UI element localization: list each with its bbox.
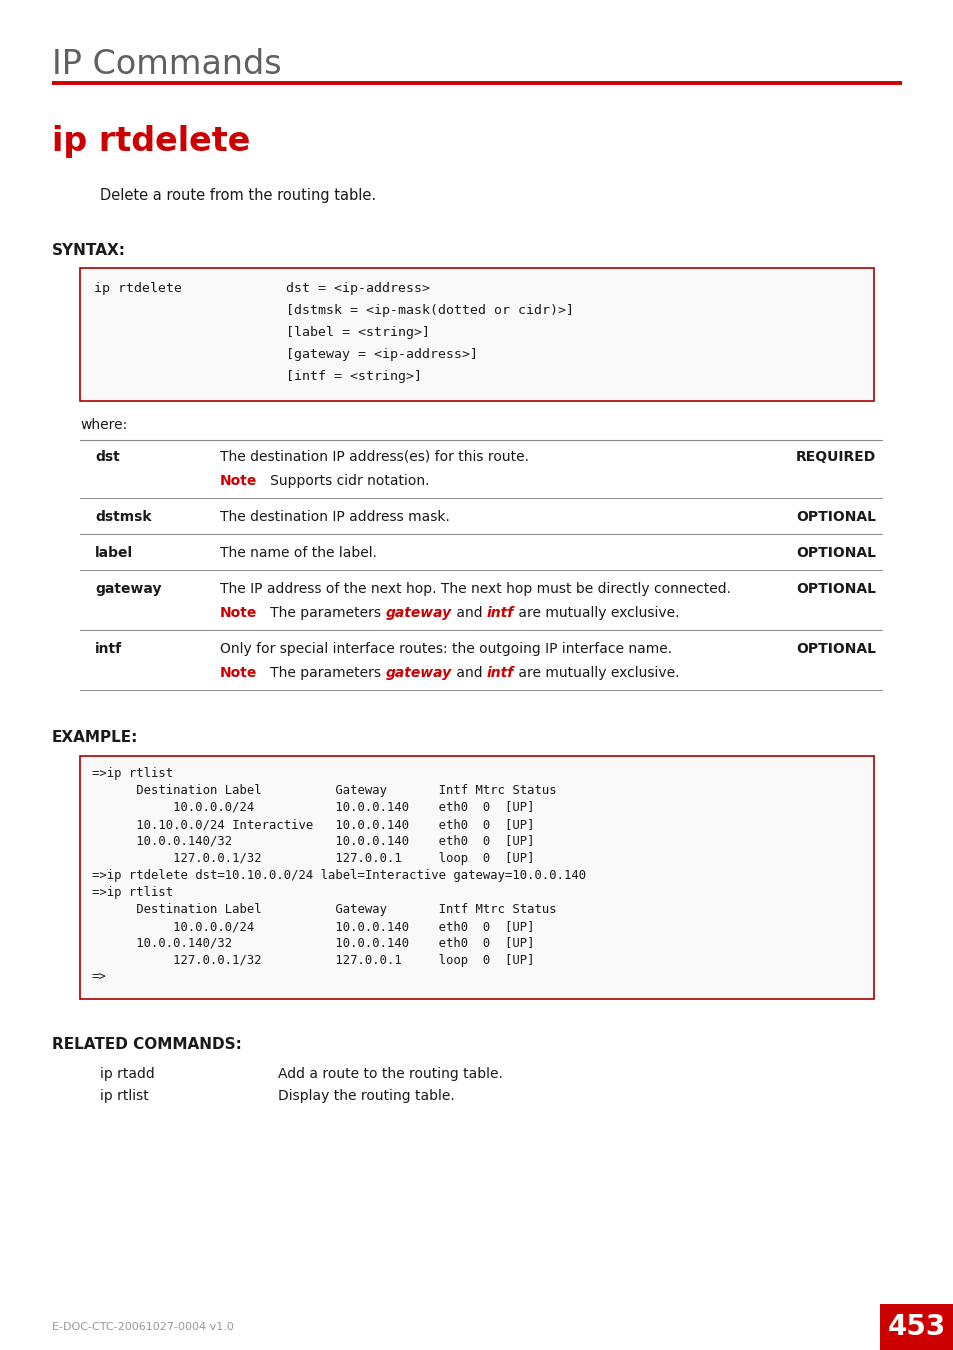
Text: Display the routing table.: Display the routing table.	[277, 1089, 455, 1103]
Text: 453: 453	[887, 1314, 945, 1341]
Text: Note: Note	[220, 474, 257, 487]
Text: REQUIRED: REQUIRED	[795, 450, 875, 464]
Text: and: and	[452, 666, 486, 680]
FancyBboxPatch shape	[80, 269, 873, 401]
Text: ip rtdelete: ip rtdelete	[52, 126, 250, 158]
Text: [intf = <string>]: [intf = <string>]	[94, 370, 421, 383]
Text: Delete a route from the routing table.: Delete a route from the routing table.	[100, 188, 375, 202]
Text: =>ip rtlist: =>ip rtlist	[91, 767, 172, 780]
Text: Note: Note	[220, 666, 257, 680]
Text: [label = <string>]: [label = <string>]	[94, 325, 430, 339]
Text: Supports cidr notation.: Supports cidr notation.	[257, 474, 430, 487]
Text: gateway: gateway	[385, 666, 452, 680]
Text: OPTIONAL: OPTIONAL	[795, 510, 875, 524]
Text: Destination Label          Gateway       Intf Mtrc Status: Destination Label Gateway Intf Mtrc Stat…	[91, 903, 556, 917]
Text: ip rtadd: ip rtadd	[100, 1066, 154, 1081]
Text: E-DOC-CTC-20061027-0004 v1.0: E-DOC-CTC-20061027-0004 v1.0	[52, 1322, 233, 1332]
Text: intf: intf	[486, 666, 514, 680]
FancyBboxPatch shape	[879, 1304, 953, 1350]
Text: =>: =>	[91, 971, 107, 984]
Text: Destination Label          Gateway       Intf Mtrc Status: Destination Label Gateway Intf Mtrc Stat…	[91, 784, 556, 796]
Text: 10.0.0.0/24           10.0.0.140    eth0  0  [UP]: 10.0.0.0/24 10.0.0.140 eth0 0 [UP]	[91, 801, 534, 814]
Text: [gateway = <ip-address>]: [gateway = <ip-address>]	[94, 348, 477, 360]
Text: The IP address of the next hop. The next hop must be directly connected.: The IP address of the next hop. The next…	[220, 582, 730, 595]
Text: 10.0.0.140/32              10.0.0.140    eth0  0  [UP]: 10.0.0.140/32 10.0.0.140 eth0 0 [UP]	[91, 836, 534, 848]
Text: [dstmsk = <ip-mask(dotted or cidr)>]: [dstmsk = <ip-mask(dotted or cidr)>]	[94, 304, 574, 317]
Text: The parameters: The parameters	[257, 666, 385, 680]
Text: are mutually exclusive.: are mutually exclusive.	[514, 606, 679, 620]
Text: dstmsk: dstmsk	[95, 510, 152, 524]
Text: Note: Note	[220, 606, 257, 620]
Text: OPTIONAL: OPTIONAL	[795, 582, 875, 595]
Text: OPTIONAL: OPTIONAL	[795, 643, 875, 656]
Text: 127.0.0.1/32          127.0.0.1     loop  0  [UP]: 127.0.0.1/32 127.0.0.1 loop 0 [UP]	[91, 852, 534, 865]
Text: IP Commands: IP Commands	[52, 49, 281, 81]
Text: dst: dst	[95, 450, 120, 464]
Text: where:: where:	[80, 418, 127, 432]
Text: ip rtlist: ip rtlist	[100, 1089, 149, 1103]
Text: OPTIONAL: OPTIONAL	[795, 545, 875, 560]
Text: and: and	[452, 606, 486, 620]
Text: The name of the label.: The name of the label.	[220, 545, 376, 560]
Text: 10.0.0.0/24           10.0.0.140    eth0  0  [UP]: 10.0.0.0/24 10.0.0.140 eth0 0 [UP]	[91, 919, 534, 933]
Text: RELATED COMMANDS:: RELATED COMMANDS:	[52, 1037, 242, 1052]
Text: EXAMPLE:: EXAMPLE:	[52, 730, 138, 745]
FancyBboxPatch shape	[80, 756, 873, 999]
Text: 10.10.0.0/24 Interactive   10.0.0.140    eth0  0  [UP]: 10.10.0.0/24 Interactive 10.0.0.140 eth0…	[91, 818, 534, 832]
Text: intf: intf	[95, 643, 122, 656]
Text: ip rtdelete             dst = <ip-address>: ip rtdelete dst = <ip-address>	[94, 282, 430, 296]
Text: The parameters: The parameters	[257, 606, 385, 620]
Text: 10.0.0.140/32              10.0.0.140    eth0  0  [UP]: 10.0.0.140/32 10.0.0.140 eth0 0 [UP]	[91, 937, 534, 950]
Text: 127.0.0.1/32          127.0.0.1     loop  0  [UP]: 127.0.0.1/32 127.0.0.1 loop 0 [UP]	[91, 954, 534, 967]
Text: intf: intf	[486, 606, 514, 620]
Text: =>ip rtdelete dst=10.10.0.0/24 label=Interactive gateway=10.0.0.140: =>ip rtdelete dst=10.10.0.0/24 label=Int…	[91, 869, 585, 882]
Text: gateway: gateway	[385, 606, 452, 620]
Text: Add a route to the routing table.: Add a route to the routing table.	[277, 1066, 502, 1081]
Text: gateway: gateway	[95, 582, 161, 595]
Text: SYNTAX:: SYNTAX:	[52, 243, 126, 258]
Text: are mutually exclusive.: are mutually exclusive.	[514, 666, 679, 680]
Text: The destination IP address mask.: The destination IP address mask.	[220, 510, 450, 524]
Text: label: label	[95, 545, 133, 560]
Text: Only for special interface routes: the outgoing IP interface name.: Only for special interface routes: the o…	[220, 643, 672, 656]
Text: =>ip rtlist: =>ip rtlist	[91, 886, 172, 899]
Text: The destination IP address(es) for this route.: The destination IP address(es) for this …	[220, 450, 529, 464]
